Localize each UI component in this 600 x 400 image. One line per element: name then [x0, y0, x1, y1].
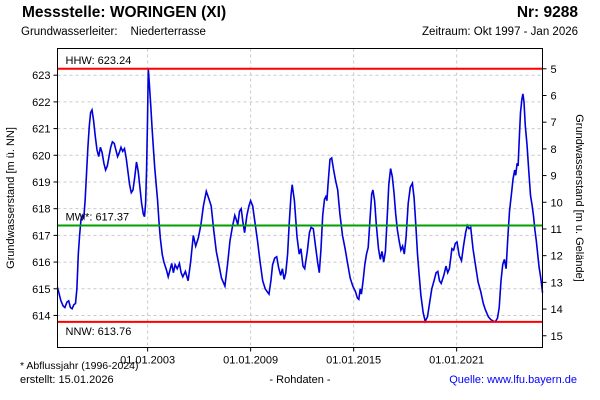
svg-text:8: 8	[551, 144, 557, 156]
left-tick-labels: 614 615 616 617 618 619 620 621 622 623	[32, 70, 50, 322]
svg-text:5: 5	[551, 64, 557, 76]
period-text: Zeitraum: Okt 1997 - Jan 2026	[422, 26, 578, 38]
svg-text:618: 618	[32, 204, 50, 216]
aquifer-label: Grundwasserleiter:	[21, 26, 118, 38]
svg-text:13: 13	[551, 277, 563, 289]
created-date: erstellt: 15.01.2026	[20, 374, 114, 386]
axis-ticks	[53, 68, 547, 352]
svg-text:621: 621	[32, 124, 50, 136]
station-number: Nr: 9288	[516, 4, 578, 21]
source-link[interactable]: Quelle: www.lfu.bayern.de	[449, 374, 577, 386]
svg-text:9: 9	[551, 171, 557, 183]
svg-text:15: 15	[551, 331, 563, 343]
footnote-abflussjahr: * Abflussjahr (1996-2024)	[20, 360, 139, 372]
x-tick-labels: 01.01.2003 01.01.2009 01.01.2015 01.01.2021	[120, 355, 484, 367]
mw-label: MW*: 617.37	[66, 211, 130, 223]
svg-text:617: 617	[32, 230, 50, 242]
svg-text:616: 616	[32, 257, 50, 269]
header-row: Messstelle: WORINGEN (XI) Nr: 9288	[22, 4, 578, 22]
rohdaten-label: - Rohdaten -	[269, 374, 331, 386]
svg-text:01.01.2021: 01.01.2021	[429, 355, 484, 367]
svg-text:14: 14	[551, 304, 563, 316]
svg-text:623: 623	[32, 70, 50, 82]
left-axis-title: Grundwasserstand [m ü. NN]	[5, 127, 17, 269]
right-tick-labels: 5 6 7 8 9 10 11 12 13 14 15	[551, 64, 563, 343]
svg-text:614: 614	[32, 310, 50, 322]
aquifer: Grundwasserleiter: Niederterrasse	[21, 25, 206, 39]
data-series-line	[56, 68, 544, 324]
svg-text:6: 6	[551, 90, 557, 102]
hhw-label: HHW: 623.24	[66, 55, 132, 67]
gridlines	[57, 48, 543, 348]
svg-text:11: 11	[551, 224, 562, 236]
page-title: Messstelle: WORINGEN (XI)	[22, 4, 227, 21]
subheader-row: Grundwasserleiter: Niederterrasse Zeitrau…	[21, 25, 578, 39]
svg-text:12: 12	[551, 251, 563, 263]
svg-text:7: 7	[551, 117, 557, 129]
svg-text:622: 622	[32, 97, 50, 109]
svg-text:01.01.2015: 01.01.2015	[326, 355, 381, 367]
plot-frame	[57, 48, 543, 348]
svg-text:01.01.2009: 01.01.2009	[223, 355, 278, 367]
svg-text:10: 10	[551, 197, 563, 209]
svg-text:620: 620	[32, 150, 50, 162]
svg-text:01.01.2003: 01.01.2003	[120, 355, 175, 367]
svg-text:619: 619	[32, 177, 50, 189]
aquifer-value: Niederterrasse	[130, 26, 206, 38]
nnw-label: NNW: 613.76	[66, 326, 132, 338]
svg-text:615: 615	[32, 284, 50, 296]
right-axis-title: Grundwasserstand [m u. Gelände]	[573, 114, 585, 282]
